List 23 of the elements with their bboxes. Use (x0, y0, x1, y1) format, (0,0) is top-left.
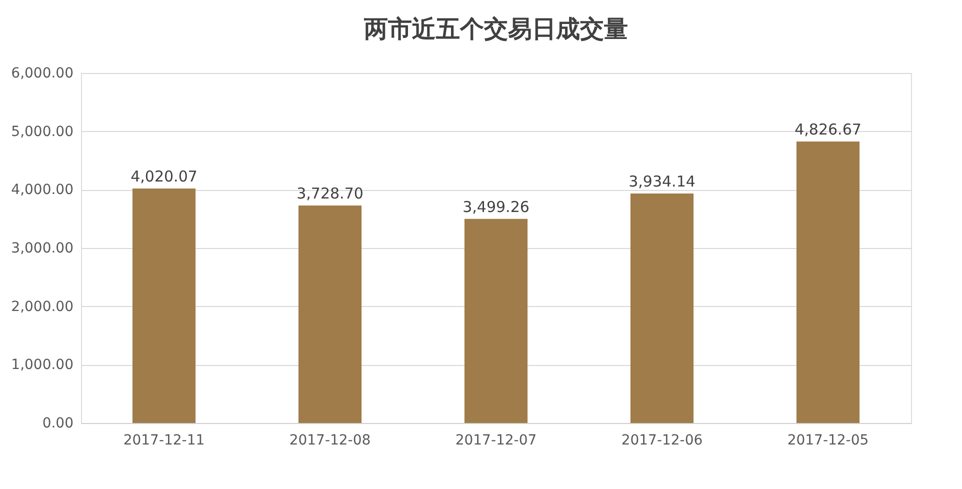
bar (630, 194, 694, 423)
y-tick-label: 1,000.00 (11, 357, 74, 374)
y-tick-label: 3,000.00 (11, 240, 74, 256)
data-label: 3,499.26 (462, 198, 530, 216)
bar (132, 188, 196, 423)
x-tick-label: 2017-12-08 (289, 432, 371, 448)
x-tick-label: 2017-12-06 (621, 432, 703, 448)
y-tick-label: 2,000.00 (11, 298, 74, 315)
y-tick-label: 5,000.00 (11, 124, 74, 140)
data-label: 4,826.67 (794, 120, 862, 138)
chart-title: 两市近五个交易日成交量 (363, 15, 628, 43)
bar (464, 218, 528, 423)
data-label: 4,020.07 (130, 167, 198, 186)
x-tick-label: 2017-12-07 (455, 432, 537, 448)
x-tick-label: 2017-12-11 (123, 432, 205, 448)
y-tick-label: 0.00 (42, 416, 74, 432)
bar (298, 205, 362, 423)
bar (796, 141, 860, 423)
data-label: 3,934.14 (628, 172, 696, 191)
y-tick-label: 6,000.00 (11, 66, 74, 82)
x-tick-label: 2017-12-05 (787, 432, 869, 448)
y-tick-label: 4,000.00 (11, 182, 74, 198)
data-label: 3,728.70 (296, 184, 364, 202)
